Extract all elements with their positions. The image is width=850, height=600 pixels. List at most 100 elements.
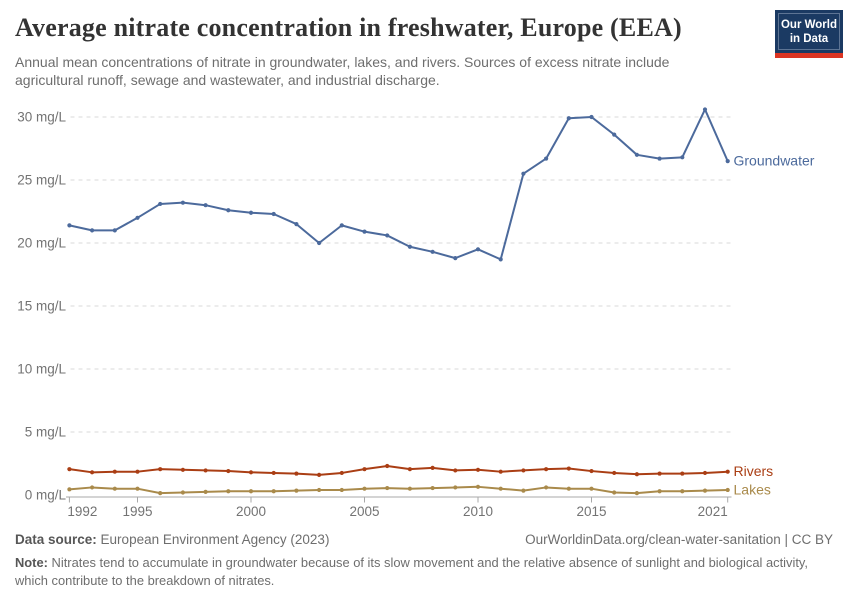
data-point-rivers[interactable] [226,468,231,474]
data-point-groundwater[interactable] [180,200,185,205]
x-axis-tick-label: 1992 [67,504,97,519]
owid-url-license-link[interactable]: OurWorldinData.org/clean-water-sanitatio… [525,532,833,547]
data-point-rivers[interactable] [248,470,254,475]
data-point-groundwater[interactable] [226,208,231,213]
data-point-groundwater[interactable] [521,171,526,176]
data-point-rivers[interactable] [680,471,685,476]
data-point-groundwater[interactable] [294,222,299,227]
series-label-rivers[interactable]: Rivers [734,463,774,479]
data-point-lakes[interactable] [498,486,503,491]
data-point-lakes[interactable] [453,485,458,490]
data-point-groundwater[interactable] [339,223,344,228]
data-point-rivers[interactable] [634,472,640,477]
data-point-lakes[interactable] [362,486,367,491]
data-point-groundwater[interactable] [589,114,594,120]
data-point-rivers[interactable] [453,468,458,473]
data-point-groundwater[interactable] [407,244,412,249]
data-point-lakes[interactable] [112,486,117,491]
data-point-lakes[interactable] [339,487,344,493]
data-point-rivers[interactable] [521,468,526,473]
data-point-rivers[interactable] [430,465,435,471]
data-point-rivers[interactable] [271,470,276,476]
data-point-lakes[interactable] [294,488,299,493]
data-point-rivers[interactable] [566,466,571,471]
data-point-rivers[interactable] [158,467,163,472]
data-point-groundwater[interactable] [248,210,254,215]
data-point-groundwater[interactable] [430,249,435,254]
data-point-rivers[interactable] [339,470,344,476]
data-point-groundwater[interactable] [634,152,640,157]
data-point-groundwater[interactable] [498,257,503,262]
data-point-lakes[interactable] [544,485,549,490]
data-point-rivers[interactable] [362,467,367,472]
data-point-groundwater[interactable] [680,155,685,160]
data-point-lakes[interactable] [158,491,163,496]
data-point-rivers[interactable] [612,470,617,476]
series-label-lakes[interactable]: Lakes [734,481,771,497]
data-point-lakes[interactable] [203,489,208,494]
data-point-rivers[interactable] [407,467,412,472]
data-point-lakes[interactable] [430,485,435,491]
data-point-lakes[interactable] [385,485,390,491]
data-point-rivers[interactable] [112,469,117,474]
data-point-lakes[interactable] [475,484,481,489]
data-point-groundwater[interactable] [271,211,276,217]
owid-logo[interactable]: Our World in Data [775,10,843,59]
data-point-groundwater[interactable] [67,223,72,228]
data-point-lakes[interactable] [248,489,254,494]
data-point-groundwater[interactable] [90,228,95,233]
data-point-rivers[interactable] [90,470,95,475]
data-point-groundwater[interactable] [657,156,662,161]
data-point-groundwater[interactable] [612,132,617,137]
data-point-rivers[interactable] [385,463,390,469]
data-point-lakes[interactable] [680,489,685,494]
data-point-lakes[interactable] [566,486,571,491]
data-point-groundwater[interactable] [702,107,708,112]
data-point-lakes[interactable] [180,490,185,495]
data-point-lakes[interactable] [725,487,730,493]
series-line-groundwater[interactable] [68,108,729,261]
data-point-lakes[interactable] [271,489,276,494]
data-point-groundwater[interactable] [453,256,458,261]
data-point-rivers[interactable] [317,472,322,477]
series-line-rivers[interactable] [68,465,729,476]
data-point-rivers[interactable] [135,469,140,474]
data-point-lakes[interactable] [90,485,95,490]
data-point-groundwater[interactable] [317,240,322,246]
data-point-rivers[interactable] [180,467,185,472]
data-point-rivers[interactable] [475,467,481,472]
data-point-lakes[interactable] [657,489,662,494]
data-point-lakes[interactable] [589,486,594,491]
data-point-rivers[interactable] [294,471,299,476]
data-point-groundwater[interactable] [566,116,571,121]
data-point-lakes[interactable] [634,491,640,496]
data-point-rivers[interactable] [67,467,72,472]
data-point-lakes[interactable] [317,487,322,493]
data-point-rivers[interactable] [725,469,730,474]
data-point-rivers[interactable] [544,467,549,472]
data-point-rivers[interactable] [203,468,208,473]
data-point-rivers[interactable] [702,470,708,476]
data-point-groundwater[interactable] [362,229,367,234]
data-point-lakes[interactable] [407,486,412,491]
data-point-rivers[interactable] [589,468,594,474]
data-point-groundwater[interactable] [112,228,117,233]
data-point-groundwater[interactable] [385,233,390,238]
data-point-lakes[interactable] [226,489,231,494]
data-point-lakes[interactable] [612,490,617,495]
data-point-lakes[interactable] [135,486,140,491]
data-point-rivers[interactable] [498,469,503,474]
series-line-lakes[interactable] [68,485,729,495]
nitrate-line-chart[interactable]: 0 mg/L 5 mg/L 10 mg/L 15 mg/L 20 mg/L 25 mg/L… [0,95,850,532]
data-point-groundwater[interactable] [135,215,140,220]
data-point-lakes[interactable] [702,488,708,493]
data-point-groundwater[interactable] [203,203,208,208]
data-point-rivers[interactable] [657,471,662,476]
data-point-groundwater[interactable] [725,159,730,164]
data-point-groundwater[interactable] [544,156,549,161]
data-point-lakes[interactable] [67,487,72,492]
data-point-groundwater[interactable] [475,247,481,252]
series-label-groundwater[interactable]: Groundwater [734,153,815,169]
data-point-lakes[interactable] [521,488,526,493]
data-point-groundwater[interactable] [158,201,163,207]
